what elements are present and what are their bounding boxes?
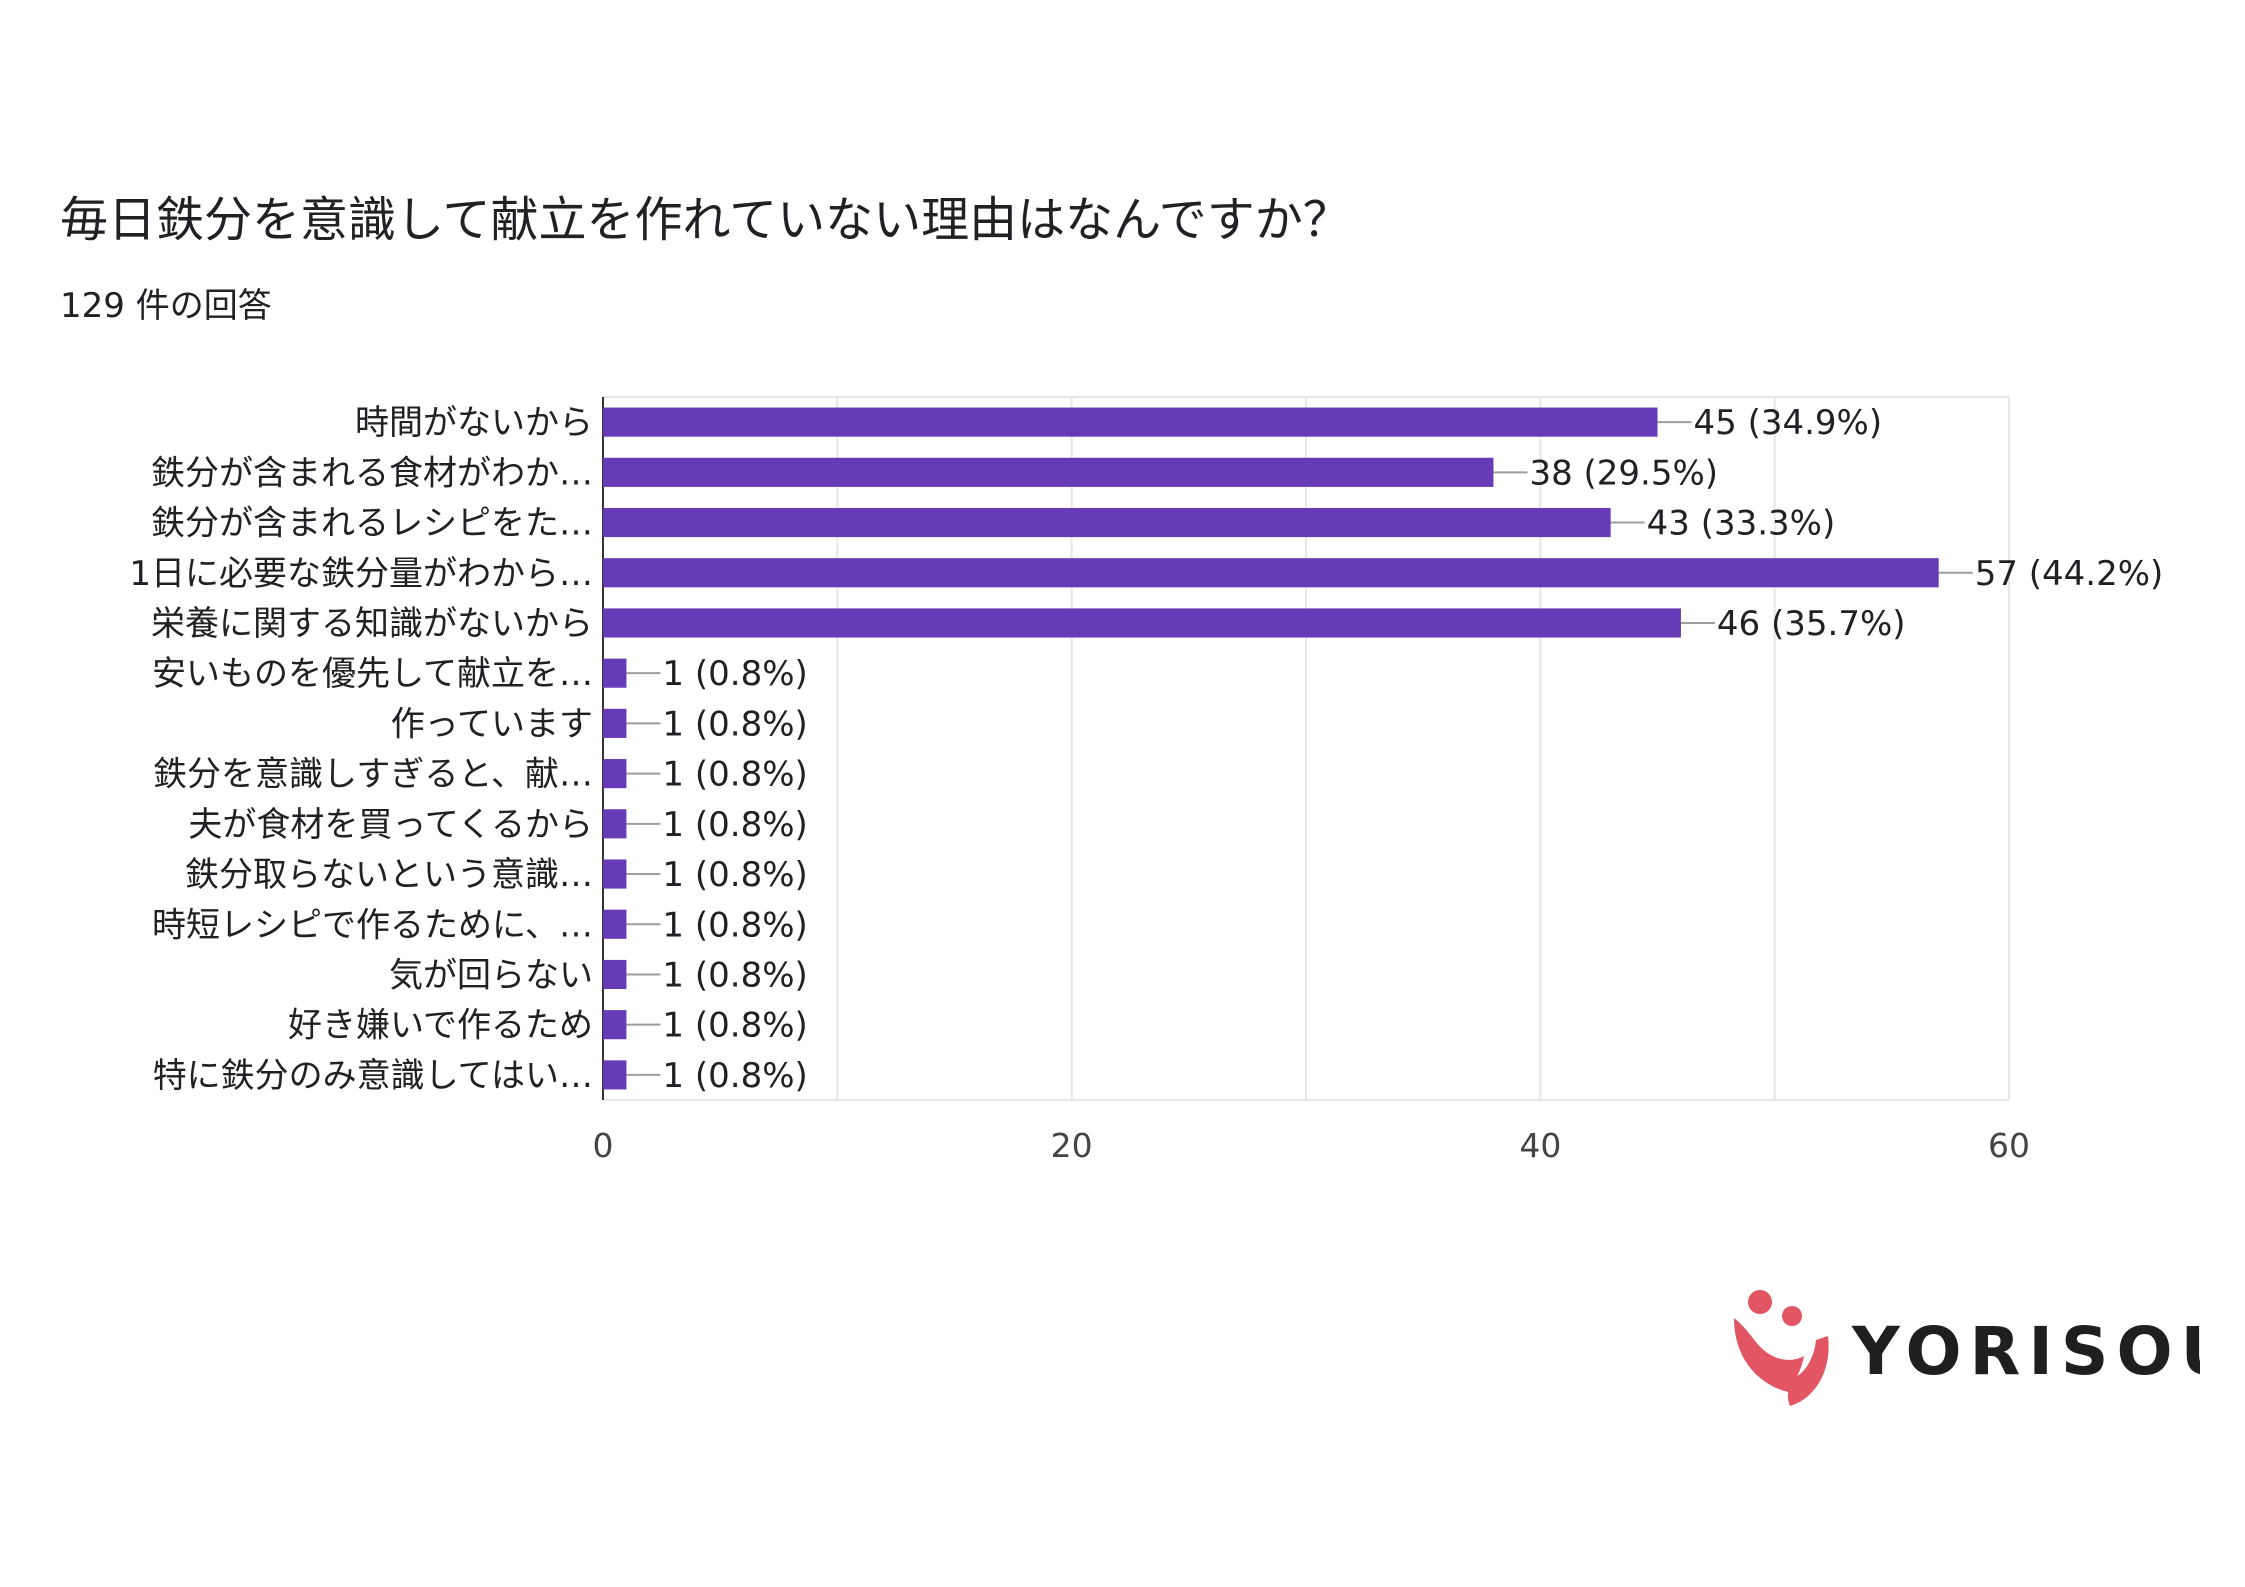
data-label: 1 (0.8%) xyxy=(662,855,807,895)
grid-lines xyxy=(602,396,2010,1101)
bars: 45 (34.9%) 38 (29.5%) 43 (33.3%) 57 (44.2%)… xyxy=(603,403,2163,1096)
yorisou-logo: YORISOU xyxy=(1734,1290,2200,1406)
x-tick-label: 0 xyxy=(593,1126,614,1165)
data-label: 43 (33.3%) xyxy=(1647,504,1836,544)
bar xyxy=(603,1010,627,1040)
category-label: 栄養に関する知識がないから xyxy=(151,604,593,644)
category-label: 作っています xyxy=(391,704,593,744)
category-label: 鉄分を意識しすぎると、献… xyxy=(153,755,593,795)
bar xyxy=(603,959,627,990)
category-label: 特に鉄分のみ意識してはい… xyxy=(153,1056,593,1096)
category-label: 好き嫌いで作るため xyxy=(288,1006,593,1046)
x-tick-label: 40 xyxy=(1519,1126,1561,1165)
data-label: 1 (0.8%) xyxy=(662,955,807,995)
bar xyxy=(603,558,1939,588)
two-people-hug-icon xyxy=(1734,1290,1829,1406)
bar xyxy=(603,407,1658,437)
data-label: 1 (0.8%) xyxy=(662,704,807,744)
data-label: 1 (0.8%) xyxy=(662,805,807,845)
category-label: 時間がないから xyxy=(355,403,593,443)
data-label: 1 (0.8%) xyxy=(662,905,807,945)
data-label: 1 (0.8%) xyxy=(662,755,807,795)
category-label: 安いものを優先して献立を… xyxy=(152,654,593,694)
data-label: 57 (44.2%) xyxy=(1975,554,2164,594)
bar xyxy=(603,1060,627,1090)
bar xyxy=(603,809,627,839)
bar xyxy=(603,608,1681,638)
category-label: 気が回らない xyxy=(389,955,593,995)
bar xyxy=(603,708,627,738)
data-label: 1 (0.8%) xyxy=(662,654,807,694)
bar xyxy=(603,658,627,688)
response-count: 129 件の回答 xyxy=(60,286,272,326)
chart-title: 毎日鉄分を意識して献立を作れていない理由はなんですか？ xyxy=(60,192,1351,248)
x-tick-label: 60 xyxy=(1988,1126,2030,1165)
x-tick-label: 20 xyxy=(1051,1126,1093,1165)
category-label: 夫が食材を買ってくるから xyxy=(188,805,593,845)
category-label: 1日に必要な鉄分量がわから… xyxy=(129,554,593,594)
data-label: 1 (0.8%) xyxy=(662,1006,807,1046)
data-label: 1 (0.8%) xyxy=(662,1056,807,1096)
data-label: 46 (35.7%) xyxy=(1717,604,1906,644)
bar-chart: 45 (34.9%) 38 (29.5%) 43 (33.3%) 57 (44.2%)… xyxy=(129,396,2163,1165)
bar xyxy=(603,859,627,889)
bar xyxy=(603,909,627,939)
bar xyxy=(603,457,1494,487)
brand-name: YORISOU xyxy=(1851,1313,2200,1390)
category-label: 時短レシピで作るために、… xyxy=(152,905,593,945)
bar xyxy=(603,507,1611,538)
category-label: 鉄分が含まれる食材がわか… xyxy=(151,453,593,493)
x-axis-ticks: 0 20 40 60 xyxy=(593,1126,2031,1165)
category-label: 鉄分が含まれるレシピをた… xyxy=(151,504,593,544)
category-label: 鉄分取らないという意識… xyxy=(185,855,593,895)
data-label: 38 (29.5%) xyxy=(1529,453,1718,493)
bar xyxy=(603,759,627,789)
data-label: 45 (34.9%) xyxy=(1694,403,1883,443)
